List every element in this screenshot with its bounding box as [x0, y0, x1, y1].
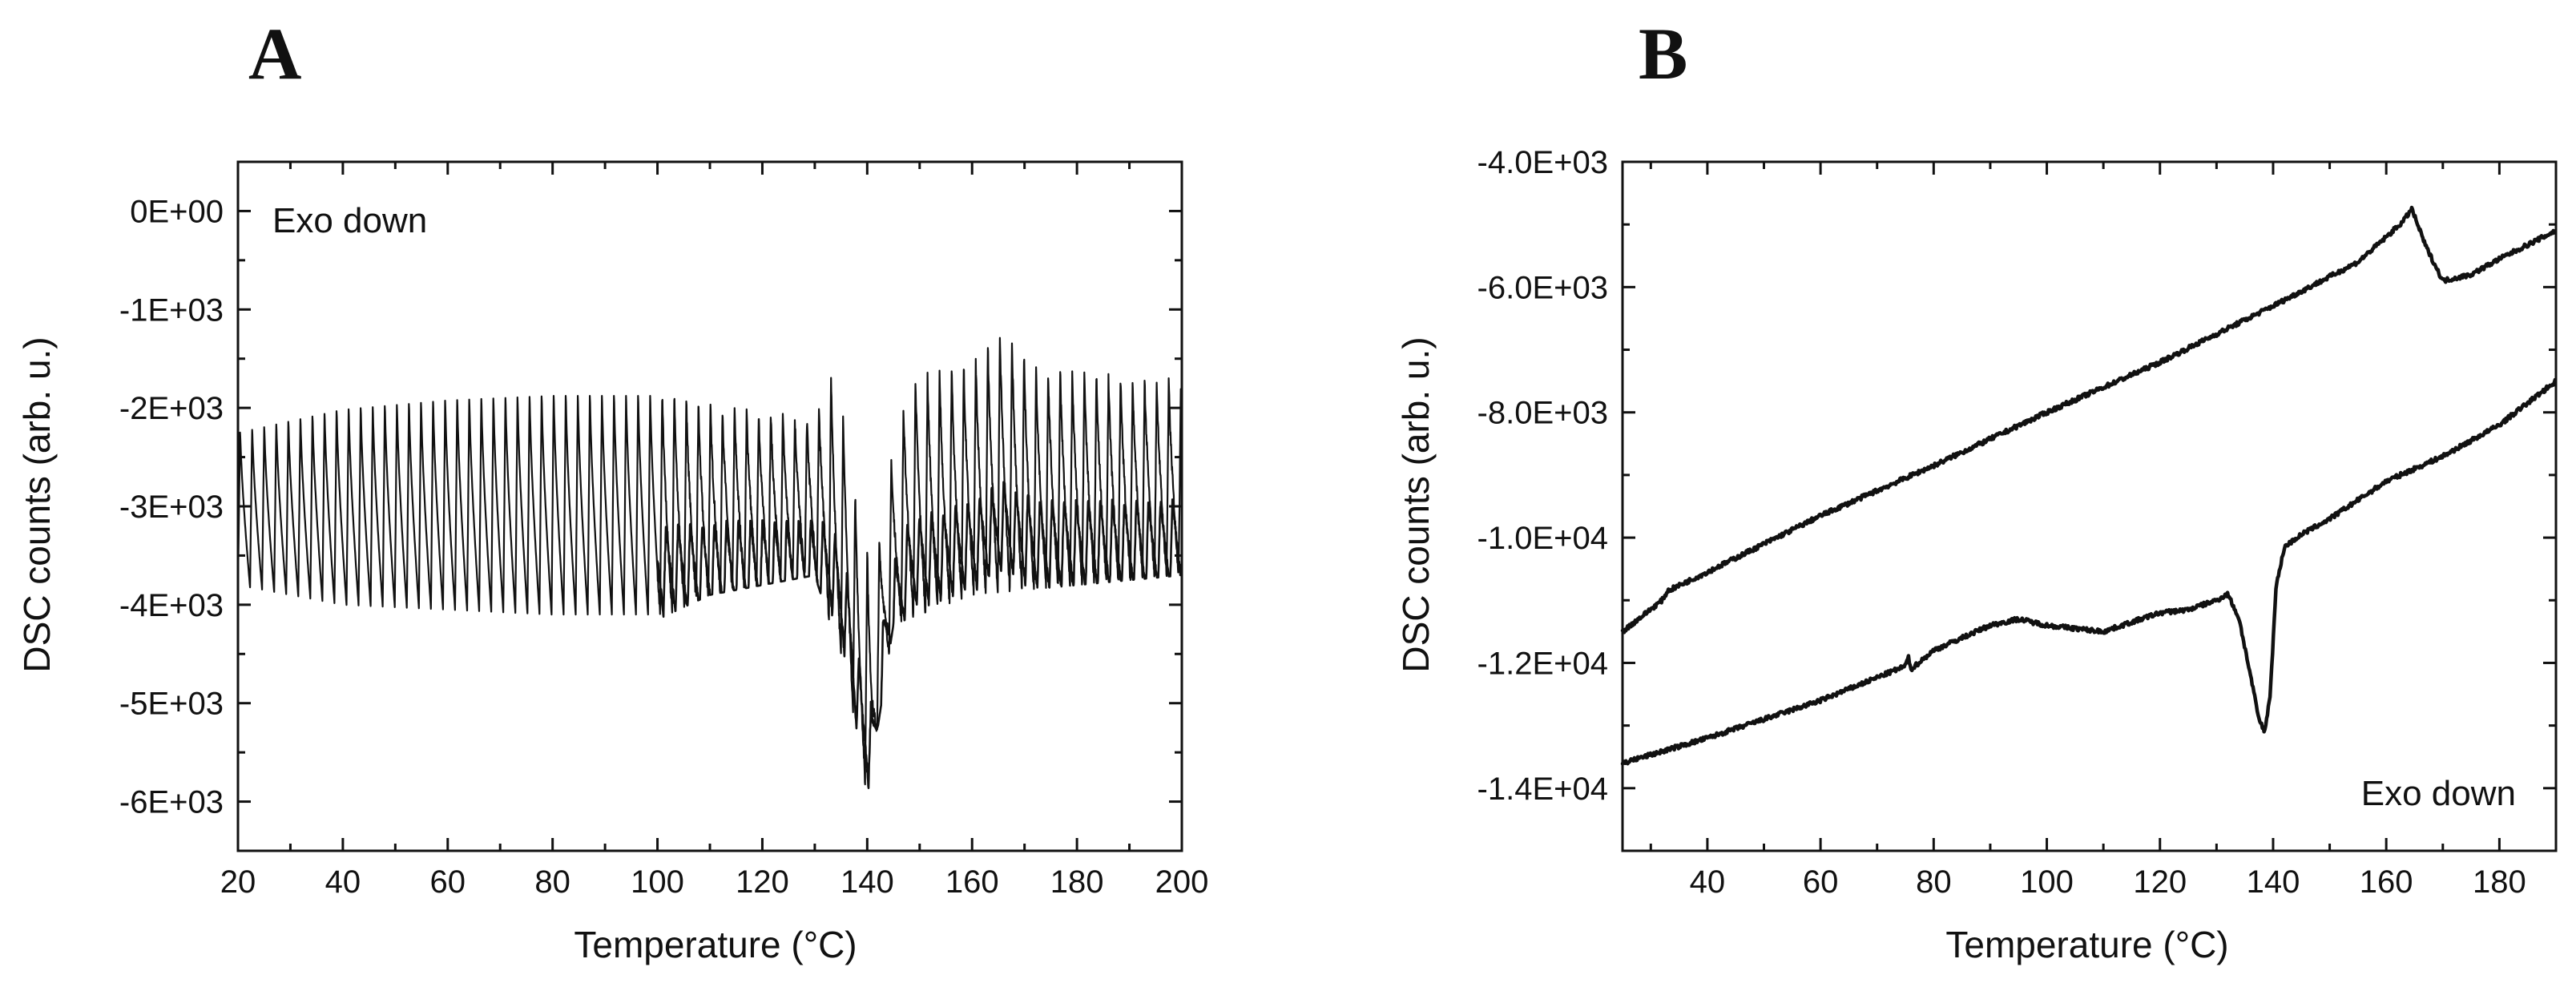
panel-b-y-tick-label: -6.0E+03	[1477, 270, 1608, 305]
panel-a-y-tick-label: -4E+03	[119, 588, 224, 623]
panel-b-x-tick-label: 120	[2133, 864, 2187, 900]
panel-a: A 20 40 60 80 100 120 140 160 180 200 0E+00 -1E+03 -…	[16, 13, 1208, 965]
panel-a-x-tick-label: 140	[841, 864, 894, 900]
panel-a-y-tick-label: 0E+00	[130, 194, 224, 229]
panel-b-y-tick-label: -8.0E+03	[1477, 396, 1608, 431]
panel-b-y-tick-label: -1.0E+04	[1477, 521, 1608, 556]
panel-b-x-axis-title: Temperature (°C)	[1945, 924, 2228, 965]
panel-b-x-tick-label: 60	[1803, 864, 1839, 900]
panel-b-letter: B	[1639, 13, 1687, 95]
panel-b-y-tick-label: -4.0E+03	[1477, 145, 1608, 180]
panel-a-x-tick-label: 120	[736, 864, 789, 900]
panel-a-x-tick-label: 200	[1155, 864, 1209, 900]
panel-b-x-tick-label: 100	[2020, 864, 2074, 900]
panel-a-x-tick-label: 60	[430, 864, 466, 900]
panel-b-series-line-2	[1620, 377, 2558, 766]
panel-a-y-axis-title: DSC counts (arb. u.)	[16, 336, 58, 672]
panel-a-annotation: Exo down	[272, 201, 427, 240]
panel-a-x-tick-label: 100	[631, 864, 684, 900]
panel-a-x-tick-label: 80	[534, 864, 570, 900]
panel-b-x-tick-label: 140	[2247, 864, 2300, 900]
panel-a-x-tick-label: 20	[220, 864, 256, 900]
panel-b: B 40 60 80 100 120 140 160 180 -4.0E+03 -6.0E+03 -…	[1395, 13, 2558, 965]
panel-a-series-line	[236, 336, 1183, 786]
panel-b-annotation: Exo down	[2361, 774, 2516, 813]
plot-a: 20 40 60 80 100 120 140 160 180 200 0E+00 -1E+03 -2E…	[119, 160, 1209, 900]
panel-a-x-tick-label: 180	[1050, 864, 1104, 900]
panel-a-x-axis-title: Temperature (°C)	[574, 924, 857, 965]
panel-b-y-tick-label: -1.4E+04	[1477, 771, 1608, 807]
panel-a-series-line-overlay	[656, 481, 1183, 790]
panel-a-y-tick-label: -1E+03	[119, 292, 224, 328]
plot-b: 40 60 80 100 120 140 160 180 -4.0E+03 -6.0E+03 -8.…	[1477, 145, 2558, 900]
panel-b-series-line-1	[1620, 205, 2558, 635]
panel-b-x-tick-label: 160	[2360, 864, 2413, 900]
panel-a-letter: A	[248, 13, 301, 95]
panel-b-x-tick-label: 180	[2473, 864, 2526, 900]
panel-b-y-tick-label: -1.2E+04	[1477, 646, 1608, 681]
panel-a-y-tick-label: -6E+03	[119, 785, 224, 820]
panel-b-x-tick-label: 80	[1916, 864, 1952, 900]
panel-a-x-tick-label: 40	[325, 864, 361, 900]
panel-b-x-tick-label: 40	[1690, 864, 1726, 900]
panel-b-y-axis-title: DSC counts (arb. u.)	[1395, 336, 1437, 672]
panel-a-y-tick-label: -2E+03	[119, 391, 224, 426]
panel-b-plot-frame	[1621, 160, 2558, 852]
panel-a-x-tick-label: 160	[945, 864, 999, 900]
panel-a-y-tick-label: -3E+03	[119, 489, 224, 525]
panel-a-y-tick-label: -5E+03	[119, 687, 224, 722]
